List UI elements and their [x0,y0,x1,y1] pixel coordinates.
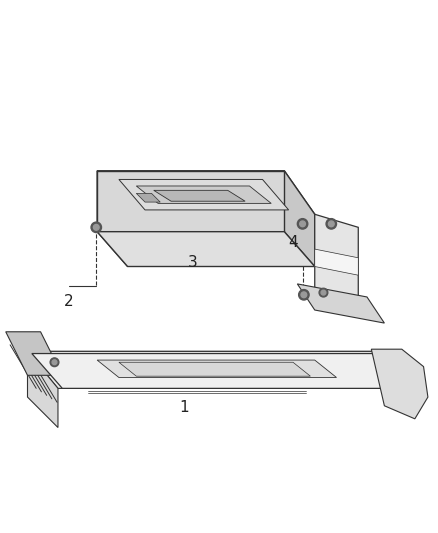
Circle shape [328,221,334,227]
Polygon shape [119,362,311,376]
Text: 3: 3 [188,255,198,270]
Circle shape [299,289,309,300]
Circle shape [326,219,336,229]
Polygon shape [371,349,428,419]
Polygon shape [97,171,315,214]
Circle shape [52,360,57,365]
Circle shape [300,221,305,227]
Polygon shape [119,180,289,210]
Polygon shape [297,284,385,323]
Text: 4: 4 [288,235,298,250]
Text: 2: 2 [64,294,74,309]
Text: 1: 1 [180,400,189,415]
Polygon shape [28,351,406,389]
Polygon shape [28,351,406,389]
Polygon shape [32,353,415,389]
Polygon shape [97,171,284,232]
Circle shape [93,224,99,230]
Circle shape [301,292,307,297]
Polygon shape [28,351,58,427]
Polygon shape [136,186,271,204]
Circle shape [91,222,102,232]
Polygon shape [97,171,127,266]
Polygon shape [6,332,62,375]
Circle shape [319,288,328,297]
Circle shape [50,358,59,367]
Polygon shape [97,360,336,377]
Polygon shape [136,193,160,202]
Polygon shape [284,171,315,266]
Circle shape [321,290,326,295]
Polygon shape [315,214,358,301]
Polygon shape [315,249,358,275]
Circle shape [297,219,308,229]
Polygon shape [97,232,315,266]
Polygon shape [154,190,245,201]
